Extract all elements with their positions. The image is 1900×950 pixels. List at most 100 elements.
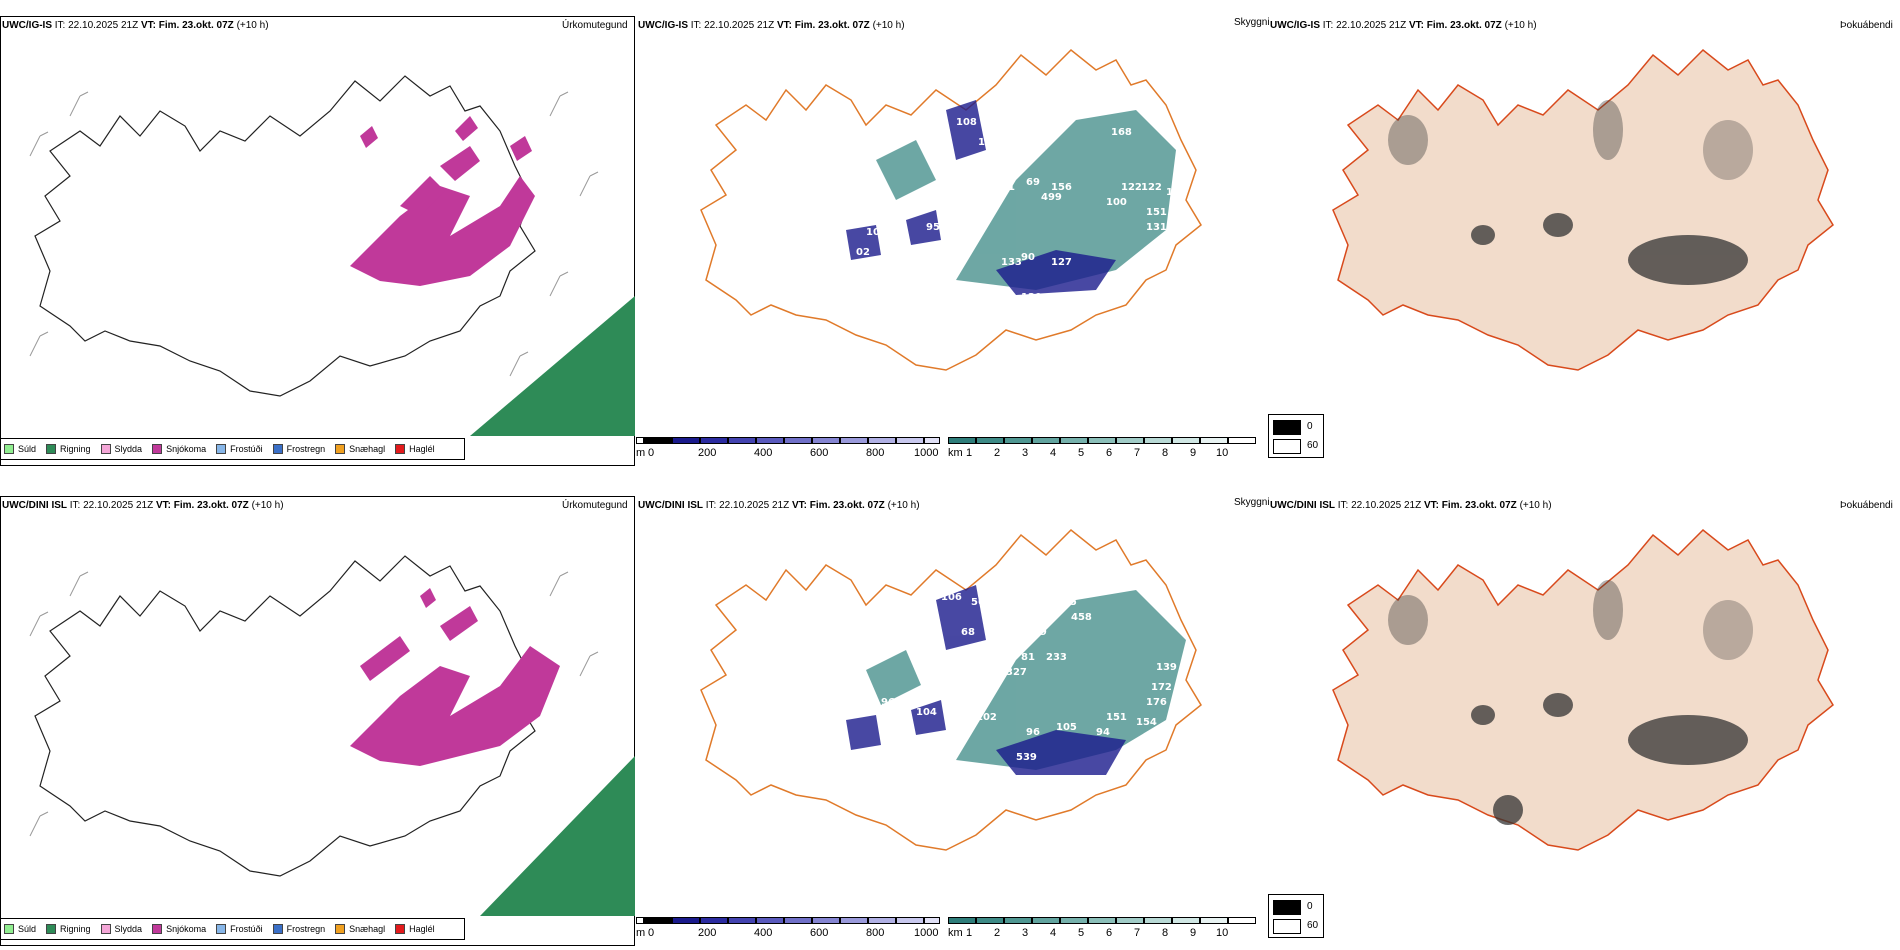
colorbar-tick: 2	[994, 927, 1001, 939]
cloudbase-value-label: 105	[1056, 722, 1077, 733]
map-frame	[0, 16, 635, 466]
fog-legend: 0 60	[1268, 894, 1324, 938]
cloudbase-value-label: 90	[1021, 252, 1035, 263]
colorbar-tick: 800	[866, 927, 885, 939]
cloudbase-value-label: 168	[1111, 127, 1132, 138]
legend-item: Frostúði	[216, 924, 263, 934]
vt-label: VT:	[1423, 500, 1439, 511]
rain-area	[470, 296, 635, 436]
cloudbase-value-label: 102	[976, 712, 997, 723]
precip-map	[29, 555, 635, 916]
colorbar-tick: 200	[698, 927, 717, 939]
legend-label: Frostregn	[286, 444, 326, 454]
cloudbase-value-label: 499	[1041, 192, 1062, 203]
fog-panel-label: Þokuábendi	[1840, 20, 1893, 31]
visibility-panel-row1: UWC/IG-IS IT: 22.10.2025 21Z VT: Fim. 23…	[636, 0, 1270, 470]
colorbar-tick: 1000	[914, 927, 939, 939]
legend-item: Haglél	[395, 444, 435, 454]
vt-value: Fim. 23.okt. 07Z	[794, 20, 870, 31]
fog-areas	[1388, 580, 1753, 825]
legend-label: Slydda	[114, 924, 143, 934]
cloudbase-value-label: 233	[1046, 652, 1067, 663]
cloudbase-value-label: 12	[1166, 187, 1180, 198]
colorbar-tick: 7	[1134, 447, 1141, 459]
colorbar-tick: 9	[1190, 927, 1197, 939]
colorbar-tick: 5	[1078, 447, 1085, 459]
colorbar-tick: 1	[966, 447, 973, 459]
colorbar-tick: 10	[1216, 927, 1229, 939]
vt-value: Fim. 23.okt. 07Z	[158, 20, 234, 31]
cloudbase-value-label: 100	[1106, 197, 1127, 208]
cloudbase-value-label: 68	[961, 627, 975, 638]
cloudbase-value-label: 139	[1156, 662, 1177, 673]
fog-panel-row2: UWC/DINI ISL IT: 22.10.2025 21Z VT: Fim.…	[1268, 480, 1900, 950]
colorbar-unit: km	[948, 447, 963, 459]
colorbar-tick: 3	[1022, 927, 1029, 939]
colorbar-tick: 0	[648, 927, 655, 939]
legend-item: Slydda	[100, 444, 142, 454]
cloudbase-value-label: 157	[996, 137, 1017, 148]
fog-legend: 0 60	[1268, 414, 1324, 458]
vt-value: Fim. 23.okt. 07Z	[1441, 500, 1517, 511]
colorbar-tick: 5	[1078, 927, 1085, 939]
precip-panel-label: Úrkomutegund	[562, 500, 628, 511]
colorbar-tick: 4	[1050, 927, 1057, 939]
legend-label: Snjókoma	[166, 444, 207, 454]
vt-value: Fim. 23.okt. 07Z	[173, 500, 249, 511]
it-value: 22.10.2025 21Z	[1351, 500, 1422, 511]
visibility-map: 106 56 07 186 68 04 119 327 81 233 151 94 105 96 102 53…	[700, 529, 1202, 851]
visibility-panel-label: Skyggni	[1234, 17, 1270, 28]
legend-item: Slydda	[100, 924, 143, 934]
it-value: 22.10.2025 21Z	[83, 500, 154, 511]
lead-time: (+10 h)	[236, 20, 269, 31]
colorbar-tick: 6	[1106, 447, 1113, 459]
legend-item: Rigning	[46, 924, 91, 934]
it-value: 22.10.2025 21Z	[1336, 20, 1407, 31]
precip-panel-row2: UWC/DINI ISL IT: 22.10.2025 21Z VT: Fim.…	[0, 480, 640, 950]
colorbar-tick: 10	[1216, 447, 1229, 459]
cloudbase-value-label: 127	[1051, 257, 1072, 268]
colorbar-tick: 400	[754, 447, 773, 459]
legend-item: Frostregn	[272, 444, 326, 454]
colorbar-tick: 4	[1050, 447, 1057, 459]
cloudbase-colorbar: m 0 200 400 600 800 1000	[636, 437, 946, 463]
legend-label: Súld	[18, 924, 37, 934]
vt-label: VT:	[1408, 20, 1424, 31]
colorbar-tick: 2	[994, 447, 1001, 459]
cloudbase-value-label: 458	[1071, 612, 1092, 623]
panel-title: UWC/IG-IS IT: 22.10.2025 21Z VT: Fim. 23…	[1270, 20, 1537, 32]
legend-label: 0	[1307, 421, 1313, 432]
cloudbase-value-label: 02	[856, 247, 870, 258]
precip-legend: Súld Rigning Slydda Snjókoma Frostúði Fr…	[0, 918, 465, 940]
legend-label: Frostregn	[286, 924, 326, 934]
lead-time: (+10 h)	[1519, 500, 1552, 511]
cloudbase-value-label: 172	[1151, 682, 1172, 693]
precip-legend: Súld Rigning Slydda Snjókoma Frostúði Fr…	[0, 438, 465, 460]
cloudbase-value-label: 139	[1021, 147, 1042, 158]
vt-value: Fim. 23.okt. 07Z	[1426, 20, 1502, 31]
colorbar-tick: 0	[648, 447, 655, 459]
lead-time: (+10 h)	[251, 500, 284, 511]
wind-barbs	[29, 91, 599, 377]
cloudbase-value-label: 04	[1016, 612, 1030, 623]
colorbar-unit: m	[636, 447, 646, 459]
model-name: UWC/DINI ISL	[638, 500, 703, 511]
vt-label: VT:	[155, 500, 171, 511]
it-label: IT:	[1337, 500, 1349, 511]
cloudbase-value-label: 56	[971, 597, 985, 608]
colorbar-tick: 1	[966, 927, 973, 939]
legend-item: Súld	[4, 924, 36, 934]
it-label: IT:	[54, 20, 66, 31]
colorbar-unit: km	[948, 927, 963, 939]
vt-label: VT:	[140, 20, 156, 31]
colorbar-tick: 8	[1162, 927, 1169, 939]
map-frame	[0, 496, 635, 946]
cloudbase-areas	[846, 585, 1126, 775]
cloudbase-value-label: 69	[1026, 177, 1040, 188]
legend-item: Snæhagl	[335, 924, 385, 934]
cloudbase-value-label: 122	[1121, 182, 1142, 193]
colorbar-tick: 7	[1134, 927, 1141, 939]
colorbar-tick: 600	[810, 447, 829, 459]
panel-title: UWC/DINI ISL IT: 22.10.2025 21Z VT: Fim.…	[1270, 500, 1552, 512]
cloudbase-value-label: 156	[1051, 182, 1072, 193]
